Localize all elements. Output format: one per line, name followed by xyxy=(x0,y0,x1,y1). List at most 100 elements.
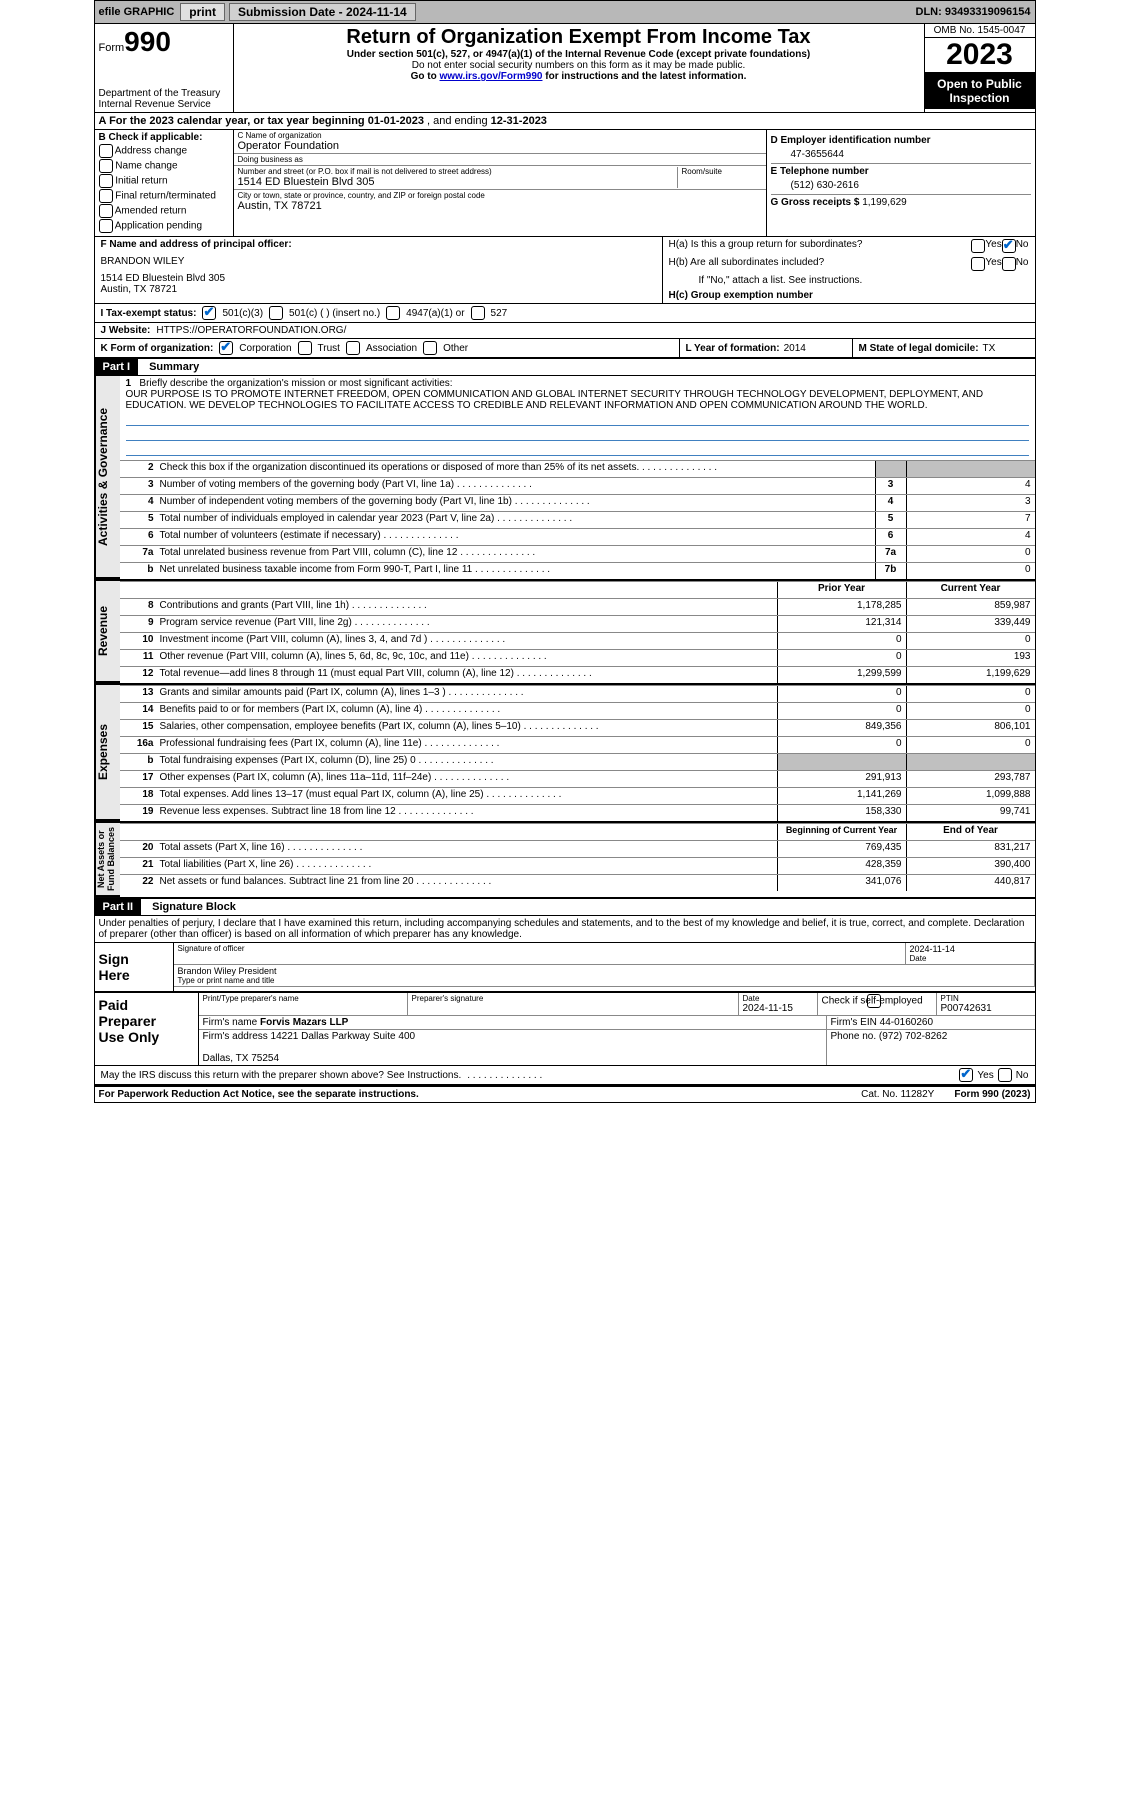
chk-self-employed[interactable] xyxy=(867,994,881,1008)
firm-ein: 44-0160260 xyxy=(880,1017,933,1028)
open-inspection: Open to Public Inspection xyxy=(925,73,1035,109)
table-row: 19Revenue less expenses. Subtract line 1… xyxy=(120,804,1035,821)
form-link-line: Go to www.irs.gov/Form990 for instructio… xyxy=(236,71,922,82)
vtab-revenue: Revenue xyxy=(95,581,120,683)
table-row: 9Program service revenue (Part VIII, lin… xyxy=(120,615,1035,632)
state-domicile: TX xyxy=(983,343,996,354)
gov-row: 5Total number of individuals employed in… xyxy=(120,511,1035,528)
tax-year: 2023 xyxy=(925,38,1035,73)
table-row: 21Total liabilities (Part X, line 26)428… xyxy=(120,857,1035,874)
table-row: 10Investment income (Part VIII, column (… xyxy=(120,632,1035,649)
gov-row: 6Total number of volunteers (estimate if… xyxy=(120,528,1035,545)
table-row: 12Total revenue—add lines 8 through 11 (… xyxy=(120,666,1035,683)
principal-officer-addr: 1514 ED Bluestein Blvd 305 Austin, TX 78… xyxy=(101,273,226,295)
form-title-cell: Return of Organization Exempt From Incom… xyxy=(234,24,924,112)
form-990-label: 990 xyxy=(124,26,171,57)
chk-amended-return[interactable] xyxy=(99,204,113,218)
firm-name: Forvis Mazars LLP xyxy=(260,1017,348,1028)
col-prior-year: Prior Year xyxy=(777,582,906,598)
chk-discuss-yes[interactable] xyxy=(959,1068,973,1082)
row-a-tax-year: A For the 2023 calendar year, or tax yea… xyxy=(95,113,1035,130)
chk-ha-no[interactable] xyxy=(1002,239,1016,253)
sign-here-label: Sign Here xyxy=(95,943,174,991)
dept-label: Department of the Treasury Internal Reve… xyxy=(99,88,229,110)
gov-row: 3Number of voting members of the governi… xyxy=(120,477,1035,494)
chk-other[interactable] xyxy=(423,341,437,355)
ein-value: 47-3655644 xyxy=(771,149,1031,160)
table-row: 20Total assets (Part X, line 16)769,4358… xyxy=(120,840,1035,857)
principal-officer: BRANDON WILEY xyxy=(101,256,185,267)
chk-application-pending[interactable] xyxy=(99,219,113,233)
gov-row: 4Number of independent voting members of… xyxy=(120,494,1035,511)
phone-value: (512) 630-2616 xyxy=(771,180,1031,191)
website: HTTPS://OPERATORFOUNDATION.ORG/ xyxy=(156,325,346,336)
chk-527[interactable] xyxy=(471,306,485,320)
submission-date: Submission Date - 2024-11-14 xyxy=(229,3,416,21)
chk-discuss-no[interactable] xyxy=(998,1068,1012,1082)
col-current-year: Current Year xyxy=(906,582,1035,598)
vtab-governance: Activities & Governance xyxy=(95,376,120,579)
form-subtitle-1: Under section 501(c), 527, or 4947(a)(1)… xyxy=(236,49,922,60)
col-c-org-info: C Name of organization Operator Foundati… xyxy=(234,130,766,236)
table-row: 8Contributions and grants (Part VIII, li… xyxy=(120,598,1035,615)
org-address: 1514 ED Bluestein Blvd 305 xyxy=(238,176,677,188)
year-cell: OMB No. 1545-0047 2023 Open to Public In… xyxy=(924,24,1035,112)
irs-link[interactable]: www.irs.gov/Form990 xyxy=(439,71,542,82)
chk-501c3[interactable] xyxy=(202,306,216,320)
chk-ha-yes[interactable] xyxy=(971,239,985,253)
mission-text: OUR PURPOSE IS TO PROMOTE INTERNET FREED… xyxy=(126,389,984,411)
dln: DLN: 93493319096154 xyxy=(916,6,1035,18)
table-row: 16aProfessional fundraising fees (Part I… xyxy=(120,736,1035,753)
gross-receipts: 1,199,629 xyxy=(862,197,907,208)
chk-4947[interactable] xyxy=(386,306,400,320)
table-row: 18Total expenses. Add lines 13–17 (must … xyxy=(120,787,1035,804)
part1-header: Part I xyxy=(95,359,139,375)
print-button[interactable]: print xyxy=(180,3,225,21)
footer-paperwork: For Paperwork Reduction Act Notice, see … xyxy=(99,1089,842,1100)
col-end: End of Year xyxy=(906,824,1035,840)
table-row: bTotal fundraising expenses (Part IX, co… xyxy=(120,753,1035,770)
omb-label: OMB No. 1545-0047 xyxy=(925,24,1035,38)
org-city: Austin, TX 78721 xyxy=(238,200,762,212)
footer-catno: Cat. No. 11282Y xyxy=(841,1089,954,1100)
table-row: 22Net assets or fund balances. Subtract … xyxy=(120,874,1035,891)
chk-assoc[interactable] xyxy=(346,341,360,355)
table-row: 17Other expenses (Part IX, column (A), l… xyxy=(120,770,1035,787)
firm-phone: (972) 702-8262 xyxy=(879,1031,947,1042)
efile-label: efile GRAPHIC xyxy=(95,6,179,18)
chk-address-change[interactable] xyxy=(99,144,113,158)
chk-name-change[interactable] xyxy=(99,159,113,173)
paid-preparer-label: Paid Preparer Use Only xyxy=(95,993,199,1065)
part2-header: Part II xyxy=(95,899,142,915)
org-name: Operator Foundation xyxy=(238,140,762,152)
form-subtitle-2: Do not enter social security numbers on … xyxy=(236,60,922,71)
vtab-expenses: Expenses xyxy=(95,685,120,821)
part1-title: Summary xyxy=(141,361,199,373)
table-row: 14Benefits paid to or for members (Part … xyxy=(120,702,1035,719)
gov-row: bNet unrelated business taxable income f… xyxy=(120,562,1035,579)
footer-form: Form 990 (2023) xyxy=(954,1089,1030,1100)
year-formation: 2014 xyxy=(784,343,806,354)
form-title: Return of Organization Exempt From Incom… xyxy=(236,26,922,49)
col-beginning: Beginning of Current Year xyxy=(777,824,906,840)
chk-corp[interactable] xyxy=(219,341,233,355)
chk-hb-yes[interactable] xyxy=(971,257,985,271)
form-number-cell: Form990 Department of the Treasury Inter… xyxy=(95,24,234,112)
gov-row: 7aTotal unrelated business revenue from … xyxy=(120,545,1035,562)
table-row: 11Other revenue (Part VIII, column (A), … xyxy=(120,649,1035,666)
chk-initial-return[interactable] xyxy=(99,174,113,188)
chk-hb-no[interactable] xyxy=(1002,257,1016,271)
chk-501c[interactable] xyxy=(269,306,283,320)
declaration: Under penalties of perjury, I declare th… xyxy=(95,916,1035,942)
topbar: efile GRAPHIC print Submission Date - 20… xyxy=(95,1,1035,24)
part2-title: Signature Block xyxy=(144,901,236,913)
chk-final-return[interactable] xyxy=(99,189,113,203)
col-b-checkboxes: B Check if applicable: Address change Na… xyxy=(95,130,234,236)
gov-row: 2Check this box if the organization disc… xyxy=(120,460,1035,477)
preparer-date: 2024-11-15 xyxy=(743,1003,793,1014)
ptin: P00742631 xyxy=(941,1003,992,1014)
officer-name: Brandon Wiley President xyxy=(178,966,1030,976)
sign-date: 2024-11-14 xyxy=(910,944,1030,954)
col-d-contact: D Employer identification number 47-3655… xyxy=(766,130,1035,236)
chk-trust[interactable] xyxy=(298,341,312,355)
